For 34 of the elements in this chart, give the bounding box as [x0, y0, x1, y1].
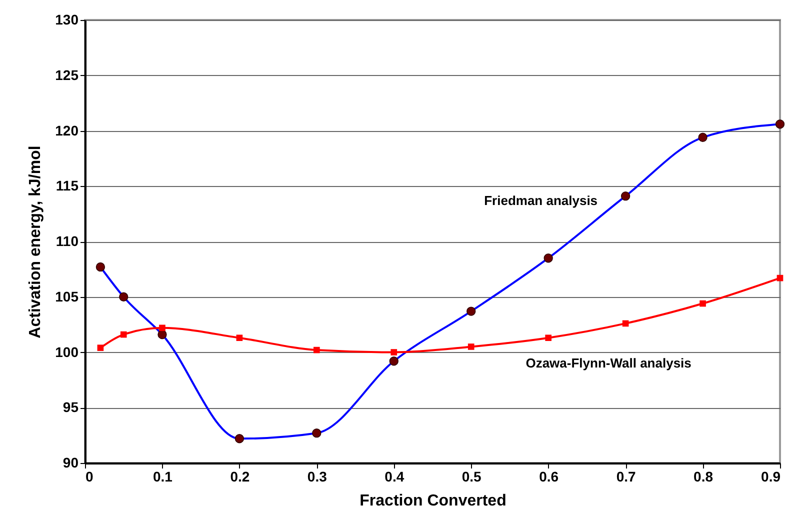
y-tick-label: 115 — [56, 178, 79, 194]
y-tick-label: 90 — [62, 454, 79, 470]
point — [159, 324, 166, 332]
x-tick-label: 0.6 — [539, 468, 559, 484]
series-label: Ozawa-Flynn-Wall analysis — [526, 355, 692, 370]
y-tick-label: 100 — [55, 344, 79, 360]
point — [314, 346, 320, 354]
y-tick-label: 95 — [62, 399, 79, 416]
x-axis-title: Fraction Converted — [360, 492, 506, 510]
series-label: Friedman analysis — [484, 193, 598, 208]
point — [776, 274, 784, 282]
point — [120, 331, 127, 338]
point — [236, 334, 243, 342]
x-tick-label: 0.1 — [152, 468, 173, 484]
x-tick-label: 0.8 — [694, 468, 714, 484]
x-tick-label: 0 — [86, 468, 94, 484]
y-axis-title: Activation energy, kJ/mol — [27, 146, 44, 338]
x-tick-label: 0.4 — [384, 468, 404, 484]
point — [622, 320, 629, 327]
x-tick-label: 0.2 — [230, 468, 250, 484]
y-tick-label: 105 — [55, 288, 79, 304]
x-tick-label: 0.5 — [462, 468, 482, 484]
point — [97, 344, 104, 351]
y-tick-label: 110 — [56, 233, 79, 249]
x-tick-label: 0.3 — [307, 468, 328, 484]
x-tick-label: 0.9 — [761, 468, 781, 484]
y-tick-label: 130 — [55, 12, 79, 28]
x-tick-label: 0.7 — [616, 468, 636, 484]
point — [545, 334, 552, 342]
y-tick-label: 125 — [55, 66, 79, 83]
point — [390, 349, 398, 356]
point — [700, 300, 706, 307]
y-tick-label: 120 — [55, 122, 79, 138]
point — [468, 344, 474, 350]
